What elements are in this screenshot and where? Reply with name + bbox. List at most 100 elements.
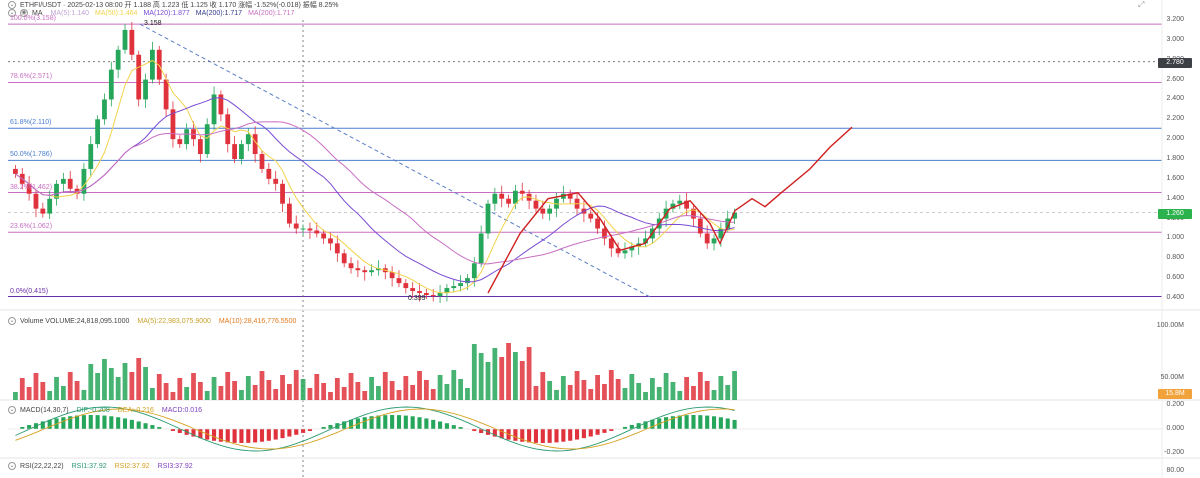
collapse-icon[interactable]: ⌄	[8, 406, 16, 414]
candle-body	[704, 233, 710, 244]
candle-body	[567, 193, 573, 199]
volume-bar	[245, 376, 251, 400]
forecast-curve	[487, 126, 853, 294]
macd-bar	[157, 427, 162, 429]
expand-icon[interactable]: ⤢	[1138, 0, 1145, 9]
candle-body	[259, 154, 265, 169]
fib-label: 50.0%(1.786)	[10, 151, 53, 159]
candle-body	[608, 238, 614, 249]
collapse-icon[interactable]: ⌄	[8, 9, 16, 17]
macd-bar	[218, 429, 223, 442]
candle-body	[417, 291, 422, 294]
candle-body	[725, 218, 731, 229]
macd-bar	[280, 429, 285, 439]
macd-bar	[198, 429, 203, 439]
rsi-tick-80: 80.00	[1166, 467, 1184, 474]
volume-bar	[725, 385, 731, 400]
price-tick: 1.400	[1166, 194, 1184, 202]
candle-body	[115, 49, 121, 70]
volume-bar	[13, 392, 18, 400]
candle-body	[506, 198, 511, 204]
volume-bar	[581, 380, 587, 400]
macd-bar	[396, 415, 402, 429]
candle-body	[177, 139, 183, 145]
candle-body	[465, 278, 470, 284]
volume-bar	[81, 390, 87, 400]
candle-body	[13, 168, 18, 174]
volume-bar	[369, 377, 374, 400]
volume-bar	[649, 378, 655, 400]
macd-bar	[129, 419, 134, 429]
ma-legend: ⌄ ◉ MA MA(5):1.140 MA(50):1.464 MA(120):1.…	[8, 9, 300, 17]
macd-bar	[150, 425, 155, 429]
cursor-price-tag: 2.780	[1158, 58, 1192, 68]
candle-body	[451, 286, 457, 289]
macd-bar	[232, 429, 237, 443]
volume-bar	[88, 364, 94, 400]
visibility-icon[interactable]: ◉	[20, 9, 28, 17]
volume-bar	[67, 372, 73, 400]
macd-bar	[20, 427, 25, 429]
candle-body	[122, 29, 128, 50]
volume-bar	[328, 392, 333, 400]
macd-bar	[711, 416, 717, 429]
collapse-icon[interactable]: ⌄	[8, 317, 16, 325]
candle-body	[232, 144, 237, 159]
macd-bar	[287, 429, 292, 437]
macd-bar	[718, 417, 723, 429]
low-annotation: 0.399	[408, 295, 426, 302]
price-tick: 3.000	[1166, 35, 1184, 43]
macd-bar	[75, 415, 80, 429]
candle-body	[143, 79, 148, 100]
volume-bar	[519, 361, 525, 400]
rsi2: RSI2:37.92	[114, 462, 150, 470]
volume-bar	[492, 348, 498, 400]
volume-bar	[560, 376, 566, 400]
collapse-icon[interactable]: ⌄	[8, 462, 16, 470]
macd-dif-line	[15, 406, 735, 452]
volume-bar	[704, 381, 710, 400]
macd-bar	[191, 429, 196, 437]
collapse-icon[interactable]: ⌄	[8, 1, 16, 9]
volume-bar	[437, 375, 443, 400]
macd-bar	[561, 429, 566, 442]
macd-bar	[451, 425, 456, 429]
ma-line-mid	[15, 97, 735, 283]
candle-body	[430, 295, 436, 297]
macd-bar	[116, 417, 121, 429]
volume-bar	[465, 388, 470, 400]
candle-body	[280, 183, 285, 204]
volume-bar	[636, 383, 642, 400]
macd-bar	[342, 421, 347, 429]
candle-body	[184, 129, 190, 145]
price-tick: 1.800	[1166, 155, 1184, 162]
macd-value: MACD:0.016	[161, 406, 202, 414]
volume-bar	[403, 376, 409, 400]
macd-bar	[431, 419, 436, 429]
volume-bar	[225, 372, 231, 400]
macd-bar	[684, 415, 689, 429]
volume-bar	[74, 381, 80, 400]
candle-body	[136, 54, 142, 100]
candle-body	[204, 124, 210, 155]
volume-bar	[122, 363, 128, 400]
volume-bar	[143, 367, 148, 400]
macd-bar	[499, 429, 504, 439]
candle-body	[197, 139, 203, 155]
volume-bar	[697, 372, 703, 400]
macd-bar	[698, 415, 703, 429]
volume-bar	[499, 357, 505, 400]
macd-bar	[88, 415, 93, 429]
macd-bar	[588, 429, 593, 437]
candle-body	[492, 193, 498, 204]
macd-tick-zero: 0.000	[1166, 425, 1184, 432]
volume-bar	[26, 387, 32, 400]
macd-bar	[348, 419, 354, 429]
volume-bar	[95, 373, 101, 400]
volume-bar	[506, 343, 511, 400]
macd-bar	[109, 416, 114, 429]
macd-bar	[602, 429, 607, 433]
macd-bar	[650, 419, 655, 429]
macd-tick-pos: 0.200	[1166, 401, 1184, 408]
